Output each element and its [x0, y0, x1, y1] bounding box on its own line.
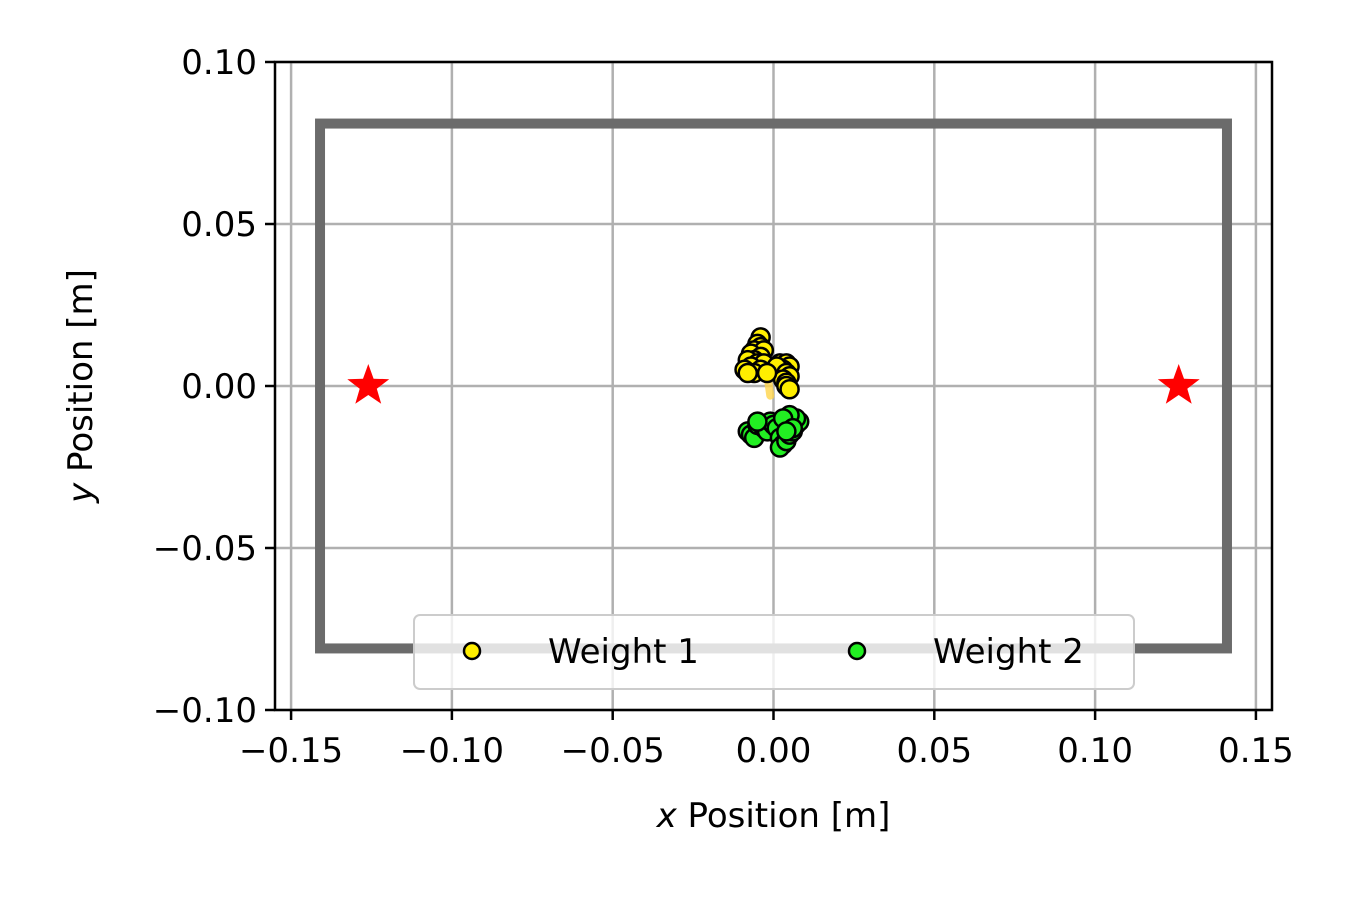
data-point-weight-2: [776, 421, 797, 442]
y-tick-label: 0.00: [181, 367, 257, 407]
grid-lines: [275, 60, 1272, 712]
data-point-weight-1: [779, 378, 800, 400]
target-star-icon: [1157, 364, 1200, 404]
x-tick-label: 0.05: [896, 731, 972, 771]
x-tick-label: −0.05: [561, 731, 665, 771]
legend-label-weight-2: Weight 2: [933, 632, 1084, 672]
x-tick-label: 0.00: [736, 731, 812, 771]
legend: Weight 1 Weight 2: [413, 614, 1135, 690]
x-tick-label: −0.15: [239, 731, 343, 771]
x-tick-label: −0.10: [400, 731, 504, 771]
data-point-weight-2: [747, 411, 768, 432]
y-tick-label: 0.10: [181, 43, 257, 83]
y-axis-ticks: −0.10 −0.05 0.00 0.05 0.10: [153, 43, 275, 731]
target-markers: [347, 364, 1200, 404]
y-tick-label: −0.10: [153, 691, 257, 731]
x-axis-label: x Position [m]: [656, 796, 891, 836]
target-star-icon: [347, 364, 390, 404]
x-tick-label: 0.10: [1057, 731, 1133, 771]
legend-box: [413, 614, 1135, 690]
data-point-weight-1: [756, 362, 778, 384]
x-tick-label: 0.15: [1218, 731, 1294, 771]
data-point-weight-1: [737, 362, 759, 384]
legend-marker-weight-1: [462, 641, 482, 661]
y-axis-label: y Position [m]: [61, 269, 101, 504]
legend-label-weight-1: Weight 1: [548, 632, 699, 672]
y-tick-label: −0.05: [153, 529, 257, 569]
series-markers: [734, 327, 810, 458]
x-axis-ticks: −0.15 −0.10 −0.05 0.00 0.05 0.10 0.15: [239, 710, 1294, 771]
legend-marker-weight-2: [847, 641, 867, 661]
y-tick-label: 0.05: [181, 205, 257, 245]
